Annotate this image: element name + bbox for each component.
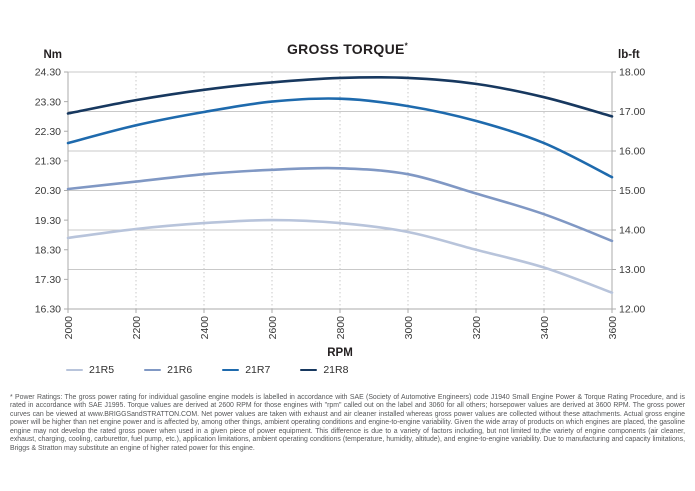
power-ratings-footnote: * Power Ratings: The gross power rating … [10, 394, 685, 452]
x-tick-label: 3200 [471, 316, 483, 340]
legend-label-21R7: 21R7 [245, 364, 271, 376]
x-tick-label: 3600 [607, 316, 619, 340]
legend-label-21R8: 21R8 [323, 364, 349, 376]
y-left-tick-label: 20.30 [35, 185, 61, 197]
y-left-tick-label: 21.30 [35, 156, 61, 168]
y-left-tick-label: 19.30 [35, 215, 61, 227]
y-left-tick-label: 24.30 [35, 67, 61, 79]
torque-plot: 24.30 23.30 22.30 21.30 20.30 19.30 18.30 17.30… [35, 67, 646, 340]
x-tick-label: 2400 [199, 316, 211, 340]
y-left-tick-label: 18.30 [35, 244, 61, 256]
x-tick-label: 2600 [267, 316, 279, 340]
legend-line-swatch-21R5 [66, 368, 83, 372]
y-right-tick-label: 16.00 [619, 146, 645, 158]
legend-item-21R7: 21R7 [222, 364, 270, 376]
legend-label-21R5: 21R5 [89, 364, 115, 376]
y-right-tick-label: 14.00 [619, 225, 645, 237]
legend-item-21R8: 21R8 [300, 364, 348, 376]
left-axis-unit-label: Nm [43, 49, 62, 61]
y-left-tick-label: 22.30 [35, 126, 61, 138]
torque-curve-21R5 [66, 218, 614, 294]
legend-item-21R6: 21R6 [144, 364, 192, 376]
y-right-tick-label: 13.00 [619, 264, 645, 276]
chart-title-footnote-marker: * [404, 41, 409, 51]
y-left-tick-label: 23.30 [35, 96, 61, 108]
torque-curve-21R8 [66, 75, 614, 118]
x-axis-title: RPM [327, 347, 353, 359]
legend-item-21R5: 21R5 [66, 364, 114, 376]
chart-title-text: GROSS TORQUE [286, 41, 405, 57]
x-tick-label: 2000 [63, 316, 75, 340]
x-tick-label: 3400 [539, 316, 551, 340]
x-tick-label: 3000 [403, 316, 415, 340]
chart-legend: 21R5 21R6 21R7 21R8 [66, 363, 348, 377]
x-tick-label: 2800 [335, 316, 347, 340]
legend-line-swatch-21R6 [144, 368, 162, 372]
chart-title: GROSS TORQUE* [0, 41, 695, 57]
legend-label-21R6: 21R6 [167, 364, 193, 376]
legend-line-swatch-21R7 [222, 368, 240, 372]
y-right-tick-label: 12.00 [619, 304, 645, 316]
x-tick-label: 2200 [131, 316, 143, 340]
legend-line-swatch-21R8 [300, 368, 318, 372]
y-right-tick-label: 17.00 [619, 106, 645, 118]
y-left-tick-label: 17.30 [35, 274, 61, 286]
y-left-tick-label: 16.30 [35, 304, 61, 316]
torque-curve-21R6 [66, 166, 614, 243]
y-right-tick-label: 18.00 [619, 67, 645, 79]
right-axis-unit-label: lb-ft [618, 49, 640, 61]
torque-curve-21R7 [66, 97, 614, 179]
y-right-tick-label: 15.00 [619, 185, 645, 197]
